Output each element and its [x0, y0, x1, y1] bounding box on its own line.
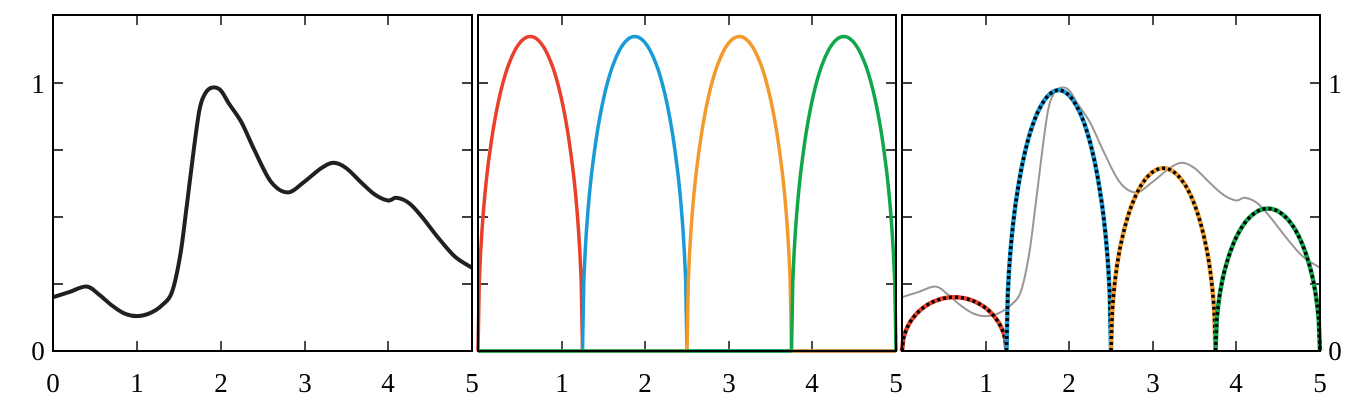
panel-signal-series-line-0: [52, 85, 474, 319]
panel-basis-x-tick-1: 1: [555, 368, 569, 398]
panel-fit-series-dotted-0: [900, 295, 1009, 352]
panel-signal: 0 1 2 3 4 5 0 1: [31, 14, 479, 398]
panel-basis-series-line-0: [476, 34, 896, 353]
panel-fit-series-line-2: [1108, 165, 1218, 352]
panel-basis-x-tick-4: 4: [805, 368, 819, 398]
panel-fit-x-tick-1: 1: [979, 368, 993, 398]
panel-fit-x-tick-3: 3: [1146, 368, 1160, 398]
panel-fit-x-tick-5: 5: [1313, 368, 1327, 398]
panel-signal-y-tick-1: 1: [31, 69, 45, 99]
panel-basis-ticks: [478, 15, 896, 351]
panel-fit-series-layer: [899, 86, 1323, 352]
panel-basis-frame: [477, 14, 897, 352]
panel-signal-x-tick-1: 1: [130, 368, 144, 398]
panel-fit-series-line-1: [1004, 88, 1114, 352]
panel-basis-x-tick-5: 5: [889, 368, 903, 398]
panel-signal-x-tick-2: 2: [214, 368, 228, 398]
panel-signal-y-ticks: [53, 15, 472, 351]
panel-fit-series-dotted-3: [1213, 206, 1322, 352]
panel-fit-series-line-3: [1213, 206, 1323, 352]
panel-basis-series-line-1: [478, 34, 896, 353]
panel-signal-x-tick-3: 3: [298, 368, 312, 398]
panel-basis-x-tick-3: 3: [722, 368, 736, 398]
panel-fit-series-dotted-1: [1004, 88, 1113, 352]
panel-fit-frame: [901, 14, 1321, 352]
panel-basis-series-line-2: [478, 34, 896, 353]
panel-fit-y-tick-1: 1: [1328, 69, 1342, 99]
panel-basis-series-line-3: [478, 34, 898, 353]
panel-fit-x-tick-4: 4: [1229, 368, 1243, 398]
panel-signal-x-tick-4: 4: [381, 368, 395, 398]
panel-fit-series-dotted-2: [1109, 166, 1218, 352]
panel-basis-series-layer: [476, 34, 898, 353]
panel-fit-y-tick-0: 0: [1328, 336, 1342, 366]
panel-signal-x-tick-0: 0: [46, 368, 60, 398]
panel-fit-x-tick-2: 2: [1062, 368, 1076, 398]
panel-basis-x-tick-2: 2: [638, 368, 652, 398]
panel-basis: 1 2 3 4 5: [476, 14, 903, 398]
panel-fit-series-line-0: [899, 294, 1009, 352]
panel-signal-y-tick-0: 0: [31, 336, 45, 366]
panel-signal-x-tick-5: 5: [465, 368, 479, 398]
panel-signal-series-layer: [52, 85, 474, 319]
panel-signal-frame: [52, 14, 473, 352]
panel-fit: 1 2 3 4 5 0 1: [899, 14, 1342, 398]
